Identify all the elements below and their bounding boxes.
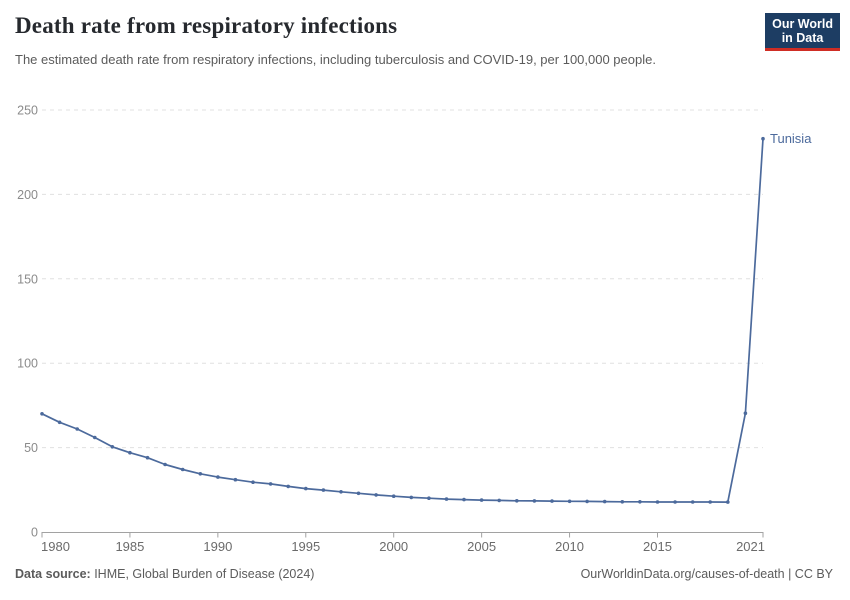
data-point[interactable] [409, 495, 414, 500]
chart-subtitle: The estimated death rate from respirator… [15, 52, 656, 67]
y-axis-label: 0 [31, 526, 38, 540]
data-point[interactable] [690, 500, 695, 504]
y-axis-label: 150 [17, 272, 38, 286]
x-axis-label: 2000 [379, 539, 408, 554]
y-axis-label: 50 [24, 441, 38, 455]
data-point[interactable] [479, 498, 484, 502]
data-point[interactable] [497, 498, 502, 503]
data-point[interactable] [304, 486, 308, 491]
data-source-note: Data source: IHME, Global Burden of Dise… [15, 567, 314, 581]
data-point[interactable] [40, 412, 44, 416]
data-point[interactable] [462, 497, 466, 502]
x-axis-label: 1995 [291, 539, 320, 554]
y-axis-label: 100 [17, 357, 38, 371]
data-point[interactable] [216, 475, 220, 479]
page-title: Death rate from respiratory infections [15, 13, 398, 38]
data-point[interactable] [726, 500, 730, 504]
x-axis-label: 2015 [643, 539, 672, 554]
entity-label-tunisia[interactable]: Tunisia [770, 131, 812, 146]
x-axis-label: 1985 [115, 539, 144, 554]
data-point[interactable] [743, 411, 748, 416]
data-point[interactable] [286, 484, 291, 489]
data-point[interactable] [268, 482, 273, 486]
data-point[interactable] [356, 491, 361, 496]
x-axis-label: 2005 [467, 539, 496, 554]
data-point[interactable] [673, 500, 677, 504]
data-point[interactable] [163, 462, 167, 467]
data-point[interactable] [57, 420, 62, 425]
data-point[interactable] [602, 499, 607, 504]
data-point[interactable] [110, 445, 115, 449]
data-point[interactable] [620, 500, 625, 504]
data-point[interactable] [515, 499, 519, 503]
data-point[interactable] [198, 472, 203, 476]
data-source-text: IHME, Global Burden of Disease (2024) [90, 567, 315, 581]
data-point[interactable] [532, 499, 537, 503]
chart-footer: Data source: IHME, Global Burden of Dise… [15, 567, 833, 581]
data-point[interactable] [444, 497, 449, 501]
data-point[interactable] [233, 477, 238, 482]
data-point[interactable] [128, 450, 132, 455]
x-axis-label: 1990 [203, 539, 232, 554]
owid-logo[interactable]: Our World in Data [765, 13, 840, 51]
attribution-text: OurWorldinData.org/causes-of-death | CC … [580, 567, 833, 581]
data-point[interactable] [550, 499, 554, 503]
data-point[interactable] [638, 500, 642, 504]
chart-canvas: 0 50 100 150 200 250 1980 1985 1990 1995 2000 2005 2… [17, 104, 812, 555]
data-point[interactable] [321, 488, 326, 492]
data-point[interactable] [75, 427, 79, 431]
owid-logo-line2: in Data [781, 31, 824, 45]
data-point[interactable] [374, 493, 378, 497]
x-axis-label: 2021 [736, 539, 765, 554]
owid-logo-line1: Our World [772, 17, 833, 31]
y-axis-label: 250 [17, 104, 38, 118]
data-source-label: Data source: [15, 567, 91, 581]
x-axis-label: 2010 [555, 539, 584, 554]
data-point[interactable] [93, 435, 97, 440]
y-axis-label: 200 [17, 188, 38, 202]
x-axis-label: 1980 [41, 539, 70, 554]
data-point[interactable] [567, 499, 572, 504]
data-point[interactable] [251, 480, 255, 485]
series-line-tunisia[interactable] [41, 137, 764, 503]
data-point[interactable] [180, 467, 185, 472]
data-point[interactable] [339, 490, 343, 494]
data-point[interactable] [655, 500, 660, 504]
data-point[interactable] [427, 496, 431, 501]
data-point[interactable] [708, 500, 712, 504]
data-point[interactable] [145, 455, 150, 460]
data-point[interactable] [585, 499, 589, 504]
data-point[interactable] [761, 136, 765, 141]
data-point[interactable] [391, 494, 396, 499]
